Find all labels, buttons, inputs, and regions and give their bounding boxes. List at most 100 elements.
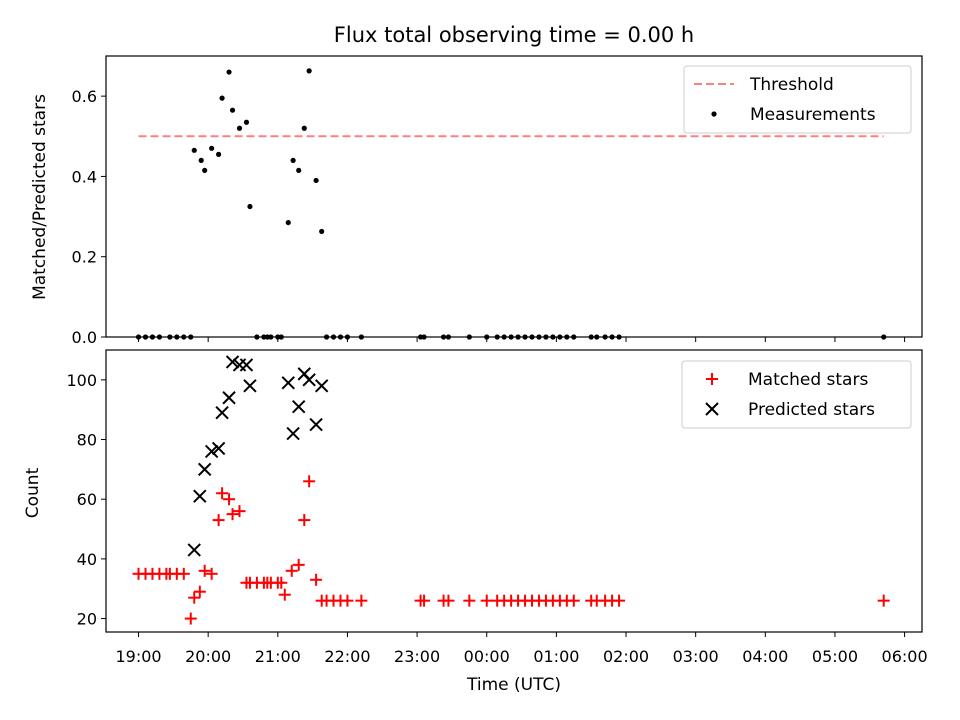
matched-star-point [877, 594, 890, 607]
matched-star-point [223, 493, 236, 506]
top-y-tick-label: 0.2 [72, 248, 97, 267]
legend-matched-swatch [706, 373, 718, 385]
matched-star-point [278, 588, 291, 601]
predicted-star-point [239, 358, 254, 372]
matched-star-point [275, 576, 288, 589]
top-axes-frame [105, 55, 923, 338]
matched-star-point [193, 585, 206, 598]
matched-star-point [205, 567, 218, 580]
predicted-star-point [211, 441, 226, 456]
matched-star-point [480, 594, 493, 607]
predicted-star-point [193, 489, 207, 503]
predicted-star-point [187, 543, 201, 557]
predicted-star-point [215, 405, 229, 420]
top-y-axis-label: Matched/Predicted stars [30, 94, 50, 300]
chart-title: Flux total observing time = 0.00 h [334, 23, 694, 47]
measurement-point [296, 167, 302, 174]
top-y-tick-label: 0.4 [72, 167, 97, 186]
bottom-y-tick-label: 20 [77, 610, 97, 629]
bottom-axes-frame [105, 349, 923, 633]
predicted-star-point [281, 376, 295, 390]
x-tick-label: 05:00 [812, 647, 858, 666]
x-tick-label: 22:00 [324, 647, 370, 666]
measurement-point [198, 157, 204, 163]
predicted-star-point [309, 417, 323, 432]
top-legend: Threshold Measurements [683, 65, 912, 134]
x-tick-label: 02:00 [603, 647, 649, 666]
top-plot-area: 0.0 0.2 0.4 0.6 Threshold Measurements [72, 55, 923, 347]
x-tick-label: 03:00 [673, 647, 719, 666]
predicted-star-point [243, 379, 257, 393]
x-tick-label: 01:00 [533, 647, 579, 666]
matched-star-point [212, 514, 225, 527]
legend-predicted-swatch [705, 402, 719, 416]
matched-star-point [188, 591, 201, 604]
matched-star-point [341, 594, 354, 607]
x-tick-label: 06:00 [882, 647, 928, 666]
matched-star-point [226, 508, 239, 521]
measurement-point [306, 68, 312, 74]
predicted-star-point [222, 391, 236, 405]
matched-star-point [355, 594, 368, 607]
matched-star-point [442, 594, 455, 607]
x-tick-label: 00:00 [464, 647, 510, 666]
matched-star-point [233, 505, 246, 518]
measurement-point [290, 157, 296, 163]
bottom-y-axis-label: Count [23, 467, 43, 518]
matched-star-point [292, 558, 305, 571]
predicted-star-point [286, 426, 300, 441]
measurement-point [191, 147, 197, 153]
matched-star-point [216, 487, 229, 500]
measurement-point [226, 69, 232, 75]
matched-star-point [418, 594, 431, 607]
measurement-point [319, 228, 325, 235]
measurement-point [247, 203, 253, 210]
bottom-legend-box [681, 360, 912, 429]
matched-star-point [184, 612, 197, 625]
matched-star-point [310, 573, 323, 586]
matched-star-point [177, 567, 190, 580]
x-tick-label: 23:00 [394, 647, 440, 666]
measurement-point [216, 151, 222, 157]
matched-star-point [198, 564, 211, 577]
x-tick-label: 19:00 [115, 647, 161, 666]
matched-star-point [298, 514, 311, 527]
matched-star-point [463, 594, 476, 607]
bottom-y-tick-label: 60 [77, 490, 97, 509]
predicted-star-point [291, 399, 306, 414]
legend-matched-label: Matched stars [748, 370, 868, 390]
x-tick-label: 04:00 [742, 647, 788, 666]
measurement-point [301, 125, 307, 131]
bottom-y-tick-label: 80 [77, 431, 97, 450]
matched-star-point [303, 475, 316, 488]
bottom-plot-area: 20 40 60 80 100 19:00 20:00 21:00 22:00 23:00 00:0… [66, 349, 928, 666]
bottom-legend: Matched stars Predicted stars [681, 360, 912, 429]
x-tick-label: 20:00 [185, 647, 231, 666]
measurement-point [229, 107, 236, 113]
legend-measurements-swatch [711, 111, 717, 117]
matched-star-point [285, 564, 298, 577]
x-tick-label: 21:00 [255, 647, 301, 666]
measurement-point [243, 119, 250, 125]
predicted-star-point [204, 444, 219, 459]
legend-threshold-label: Threshold [749, 75, 834, 95]
predicted-star-point [314, 379, 329, 393]
legend-predicted-label: Predicted stars [748, 400, 875, 420]
legend-measurements-label: Measurements [750, 105, 876, 125]
measurement-point [285, 219, 291, 226]
measurement-point [219, 95, 225, 101]
x-axis-label: Time (UTC) [466, 675, 561, 695]
top-legend-box [683, 65, 912, 134]
measurement-point [202, 167, 208, 174]
bottom-y-tick-label: 100 [66, 371, 97, 390]
measurement-point [209, 145, 215, 151]
top-y-tick-label: 0.6 [72, 87, 97, 106]
top-y-tick-label: 0.0 [72, 328, 97, 347]
matched-star-point [567, 594, 580, 607]
matched-star-point [613, 594, 626, 607]
predicted-star-point [302, 373, 316, 387]
predicted-star-point [197, 462, 212, 477]
measurement-point [236, 125, 243, 131]
bottom-y-tick-label: 40 [77, 550, 97, 569]
